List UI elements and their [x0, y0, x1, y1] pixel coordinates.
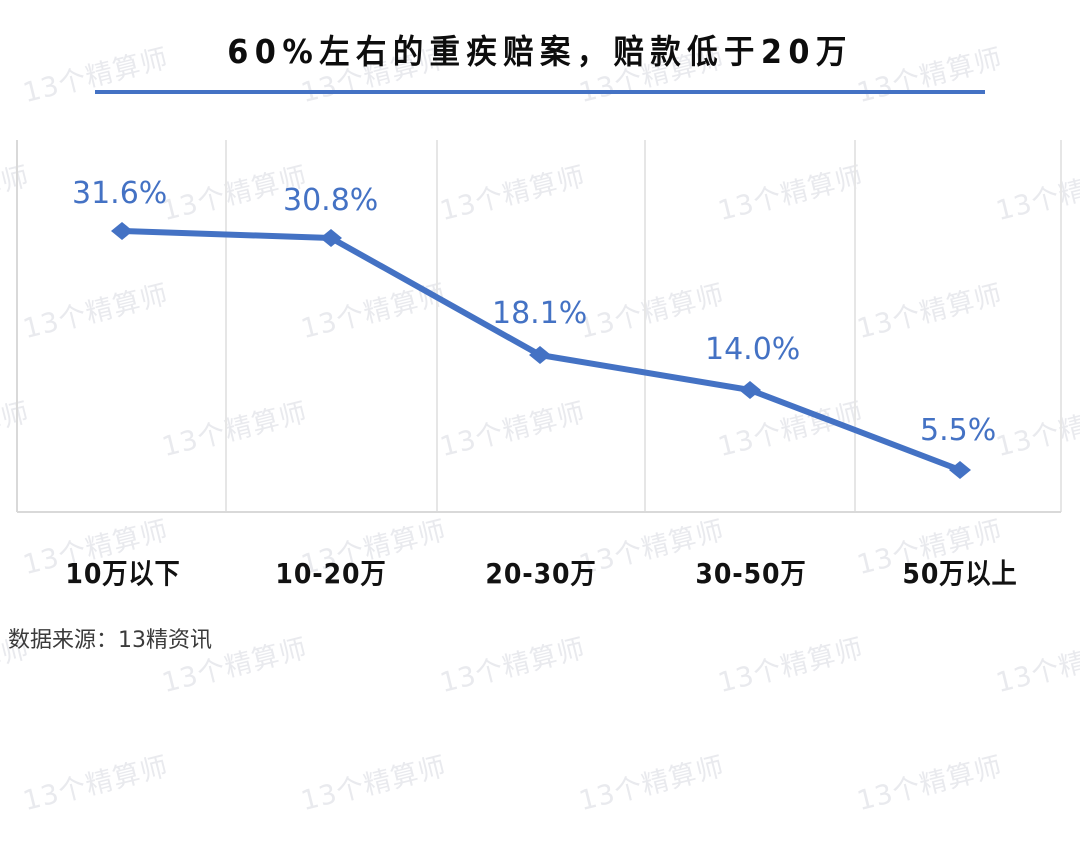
gridlines	[16, 140, 1062, 512]
chart-plot-area: 31.6% 30.8% 18.1% 14.0% 5.5% 10万以下 10-20…	[16, 140, 1062, 590]
x-axis-label-0: 10万以下	[65, 557, 181, 590]
x-axis-label-4: 50万以上	[902, 557, 1018, 590]
data-label-1: 30.8%	[283, 183, 379, 218]
data-label-3: 14.0%	[705, 332, 801, 367]
watermark-text: 13个精算师	[0, 713, 20, 818]
line-chart-svg	[16, 140, 1062, 513]
title-underline	[95, 90, 985, 94]
chart-header: 60%左右的重疾赔案，赔款低于20万	[0, 30, 1080, 94]
data-label-2: 18.1%	[492, 296, 588, 331]
data-label-0: 31.6%	[72, 176, 168, 211]
x-axis-label-3: 30-50万	[695, 557, 807, 590]
source-note: 数据来源：13精资讯	[8, 628, 212, 653]
page-title: 60%左右的重疾赔案，赔款低于20万	[227, 32, 853, 71]
watermark-text: 13个精算师	[854, 751, 1006, 818]
data-point-markers	[111, 222, 971, 479]
watermark-text: 13个精算师	[20, 751, 172, 818]
watermark-text: 13个精算师	[298, 751, 450, 818]
data-label-4: 5.5%	[920, 413, 997, 448]
x-axis-label-2: 20-30万	[485, 557, 597, 590]
x-axis-label-1: 10-20万	[275, 557, 387, 590]
watermark-text: 13个精算师	[576, 751, 728, 818]
